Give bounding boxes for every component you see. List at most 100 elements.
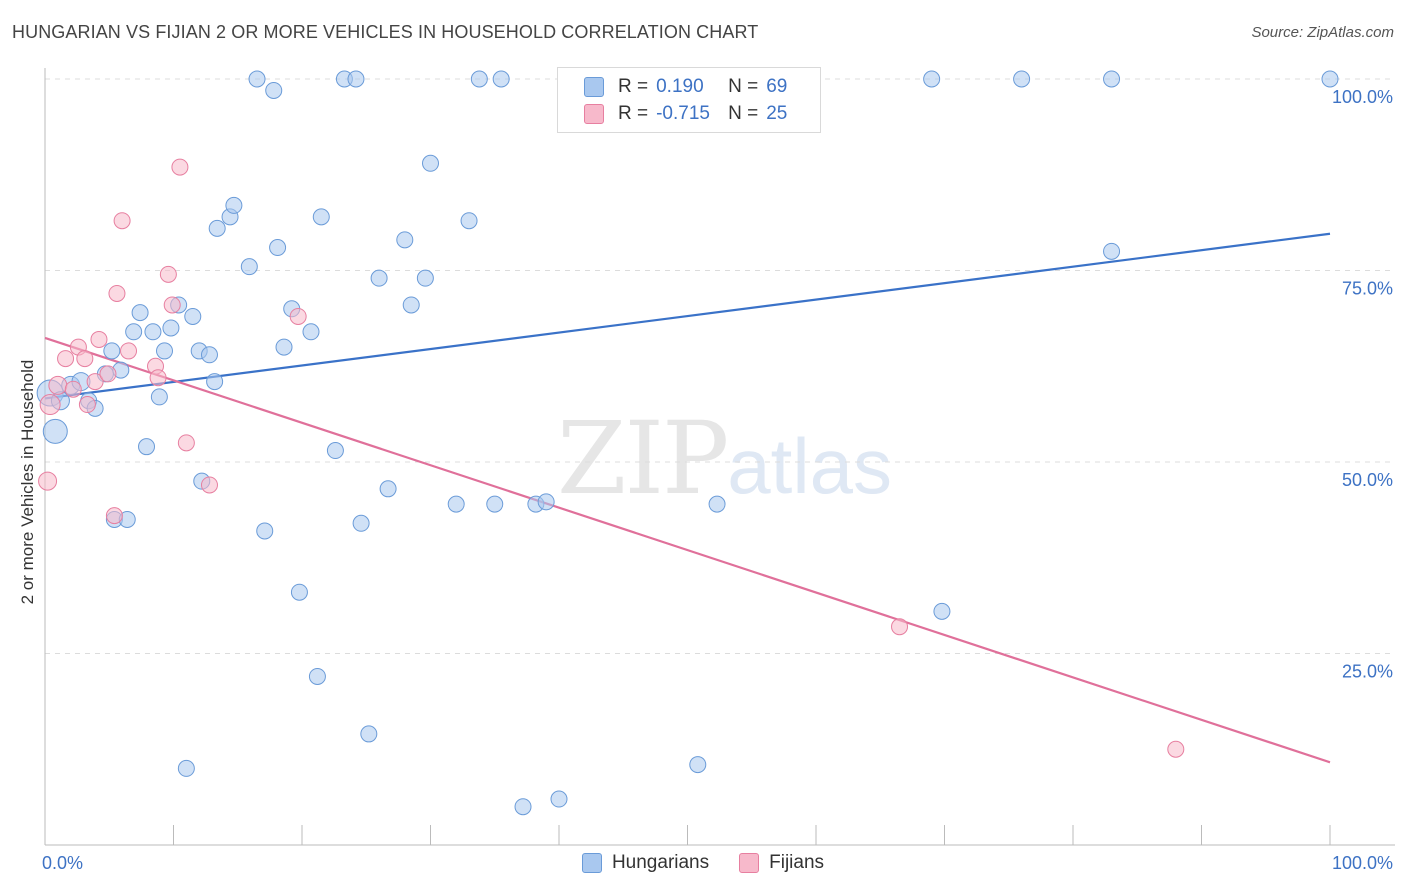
hungarians-point-61 bbox=[708, 495, 726, 513]
hungarians-legend-label: Hungarians bbox=[611, 852, 710, 873]
hungarians-point-28 bbox=[225, 196, 243, 214]
fijians-point-3 bbox=[57, 350, 75, 368]
fijians-point-11 bbox=[105, 507, 123, 525]
fijians-point-24 bbox=[1167, 740, 1185, 758]
fijians-trend-line bbox=[44, 336, 1331, 764]
hungarians-point-20 bbox=[177, 759, 195, 777]
hungarians-n-label: N = bbox=[728, 76, 759, 97]
fijians-point-6 bbox=[76, 350, 94, 368]
hungarians-point-32 bbox=[265, 81, 283, 99]
hungarians-point-21 bbox=[184, 307, 202, 325]
hungarians-point-55 bbox=[492, 70, 510, 88]
hungarians-point-43 bbox=[352, 514, 370, 532]
hungarians-point-53 bbox=[470, 70, 488, 88]
label-layer: 25.0% 50.0% 75.0% 100.0% 0.0% 100.0% 2 or more… bbox=[18, 87, 1393, 873]
x-tick-label-max: 100.0% bbox=[1332, 853, 1393, 873]
hungarians-point-16 bbox=[150, 388, 168, 406]
legend-item-fijians[interactable]: Fijians bbox=[739, 852, 824, 874]
hungarians-point-65 bbox=[1013, 70, 1031, 88]
hungarians-point-49 bbox=[416, 269, 434, 287]
watermark-zip: ZIP bbox=[557, 400, 729, 517]
hungarians-point-47 bbox=[396, 231, 414, 249]
hungarians-point-38 bbox=[308, 667, 326, 685]
point-layer bbox=[36, 70, 1339, 816]
hungarians-point-17 bbox=[156, 342, 174, 360]
fijians-point-22 bbox=[289, 307, 307, 325]
hungarians-point-52 bbox=[460, 212, 478, 230]
fijians-point-12 bbox=[108, 284, 126, 302]
hungarians-point-42 bbox=[347, 70, 365, 88]
fijians-point-20 bbox=[177, 434, 195, 452]
hungarians-point-1 bbox=[42, 418, 68, 444]
y-tick-label-75: 75.0% bbox=[1342, 279, 1393, 299]
fijians-legend-swatch bbox=[739, 853, 760, 873]
fijians-point-4 bbox=[64, 380, 82, 398]
fijians-point-23 bbox=[891, 618, 909, 636]
hungarians-point-45 bbox=[370, 269, 388, 287]
fijians-point-14 bbox=[120, 342, 138, 360]
hungarians-n-value: 69 bbox=[766, 76, 788, 97]
hungarians-point-54 bbox=[486, 495, 504, 513]
hungarians-point-68 bbox=[1321, 70, 1339, 88]
fijians-point-9 bbox=[90, 330, 108, 348]
hungarians-r-label: R = bbox=[618, 76, 649, 97]
series-legend: Hungarians Fijians bbox=[0, 852, 1406, 874]
hungarians-point-56 bbox=[514, 798, 532, 816]
hungarians-point-15 bbox=[144, 323, 162, 341]
fijians-point-1 bbox=[39, 394, 61, 416]
hungarians-point-44 bbox=[360, 725, 378, 743]
fijians-n-label: N = bbox=[728, 103, 759, 124]
fijians-point-10 bbox=[99, 365, 117, 383]
fijians-point-16 bbox=[149, 369, 167, 387]
hungarians-point-58 bbox=[537, 493, 555, 511]
hungarians-legend-swatch bbox=[581, 853, 602, 873]
hungarians-point-63 bbox=[923, 70, 941, 88]
y-tick-label-50: 50.0% bbox=[1342, 470, 1393, 490]
hungarians-point-48 bbox=[402, 296, 420, 314]
fijians-point-21 bbox=[200, 476, 218, 494]
hungarians-point-34 bbox=[275, 338, 293, 356]
fijians-point-18 bbox=[163, 296, 181, 314]
fijians-point-17 bbox=[159, 265, 177, 283]
hungarians-point-46 bbox=[379, 480, 397, 498]
source-credit: Source: ZipAtlas.com bbox=[1251, 24, 1394, 41]
y-tick-label-100: 100.0% bbox=[1332, 87, 1393, 107]
hungarians-point-24 bbox=[200, 346, 218, 364]
hungarians-point-66 bbox=[1103, 70, 1121, 88]
fijians-n-value: 25 bbox=[766, 103, 788, 124]
hungarians-point-25 bbox=[206, 373, 224, 391]
grid-layer bbox=[45, 78, 1395, 654]
fijians-point-0 bbox=[38, 471, 58, 491]
hungarians-point-50 bbox=[422, 154, 439, 172]
hungarians-trend-line bbox=[44, 232, 1331, 400]
hungarians-point-13 bbox=[131, 304, 149, 322]
hungarians-point-14 bbox=[138, 438, 156, 456]
hungarians-point-18 bbox=[162, 319, 180, 337]
hungarians-point-59 bbox=[550, 790, 568, 808]
fijians-point-13 bbox=[113, 212, 131, 230]
hungarians-point-31 bbox=[256, 522, 274, 540]
hungarians-point-26 bbox=[208, 219, 226, 237]
hungarians-point-29 bbox=[240, 258, 258, 276]
hungarians-point-37 bbox=[302, 323, 320, 341]
chart-title: HUNGARIAN VS FIJIAN 2 OR MORE VEHICLES I… bbox=[12, 22, 759, 42]
fijians-r-value: -0.715 bbox=[656, 103, 710, 124]
hungarians-swatch bbox=[584, 77, 604, 97]
zipatlas-watermark: ZIPatlas bbox=[557, 400, 892, 517]
trend-layer bbox=[44, 232, 1331, 764]
fijians-swatch bbox=[584, 104, 604, 124]
hungarians-point-12 bbox=[125, 323, 143, 341]
hungarians-point-64 bbox=[933, 602, 951, 620]
hungarians-point-30 bbox=[248, 70, 266, 88]
x-tick-label-min: 0.0% bbox=[42, 853, 83, 873]
fijians-legend-label: Fijians bbox=[769, 852, 825, 873]
watermark-atlas: atlas bbox=[727, 422, 893, 510]
hungarians-r-value: 0.190 bbox=[656, 76, 704, 97]
fijians-point-7 bbox=[78, 396, 96, 414]
correlation-legend: R = 0.190 N = 69 R = -0.715 N = 25 bbox=[557, 67, 821, 133]
legend-item-hungarians[interactable]: Hungarians bbox=[581, 852, 710, 874]
hungarians-point-60 bbox=[689, 756, 707, 774]
fijians-point-19 bbox=[171, 158, 189, 176]
hungarians-point-8 bbox=[103, 342, 121, 360]
